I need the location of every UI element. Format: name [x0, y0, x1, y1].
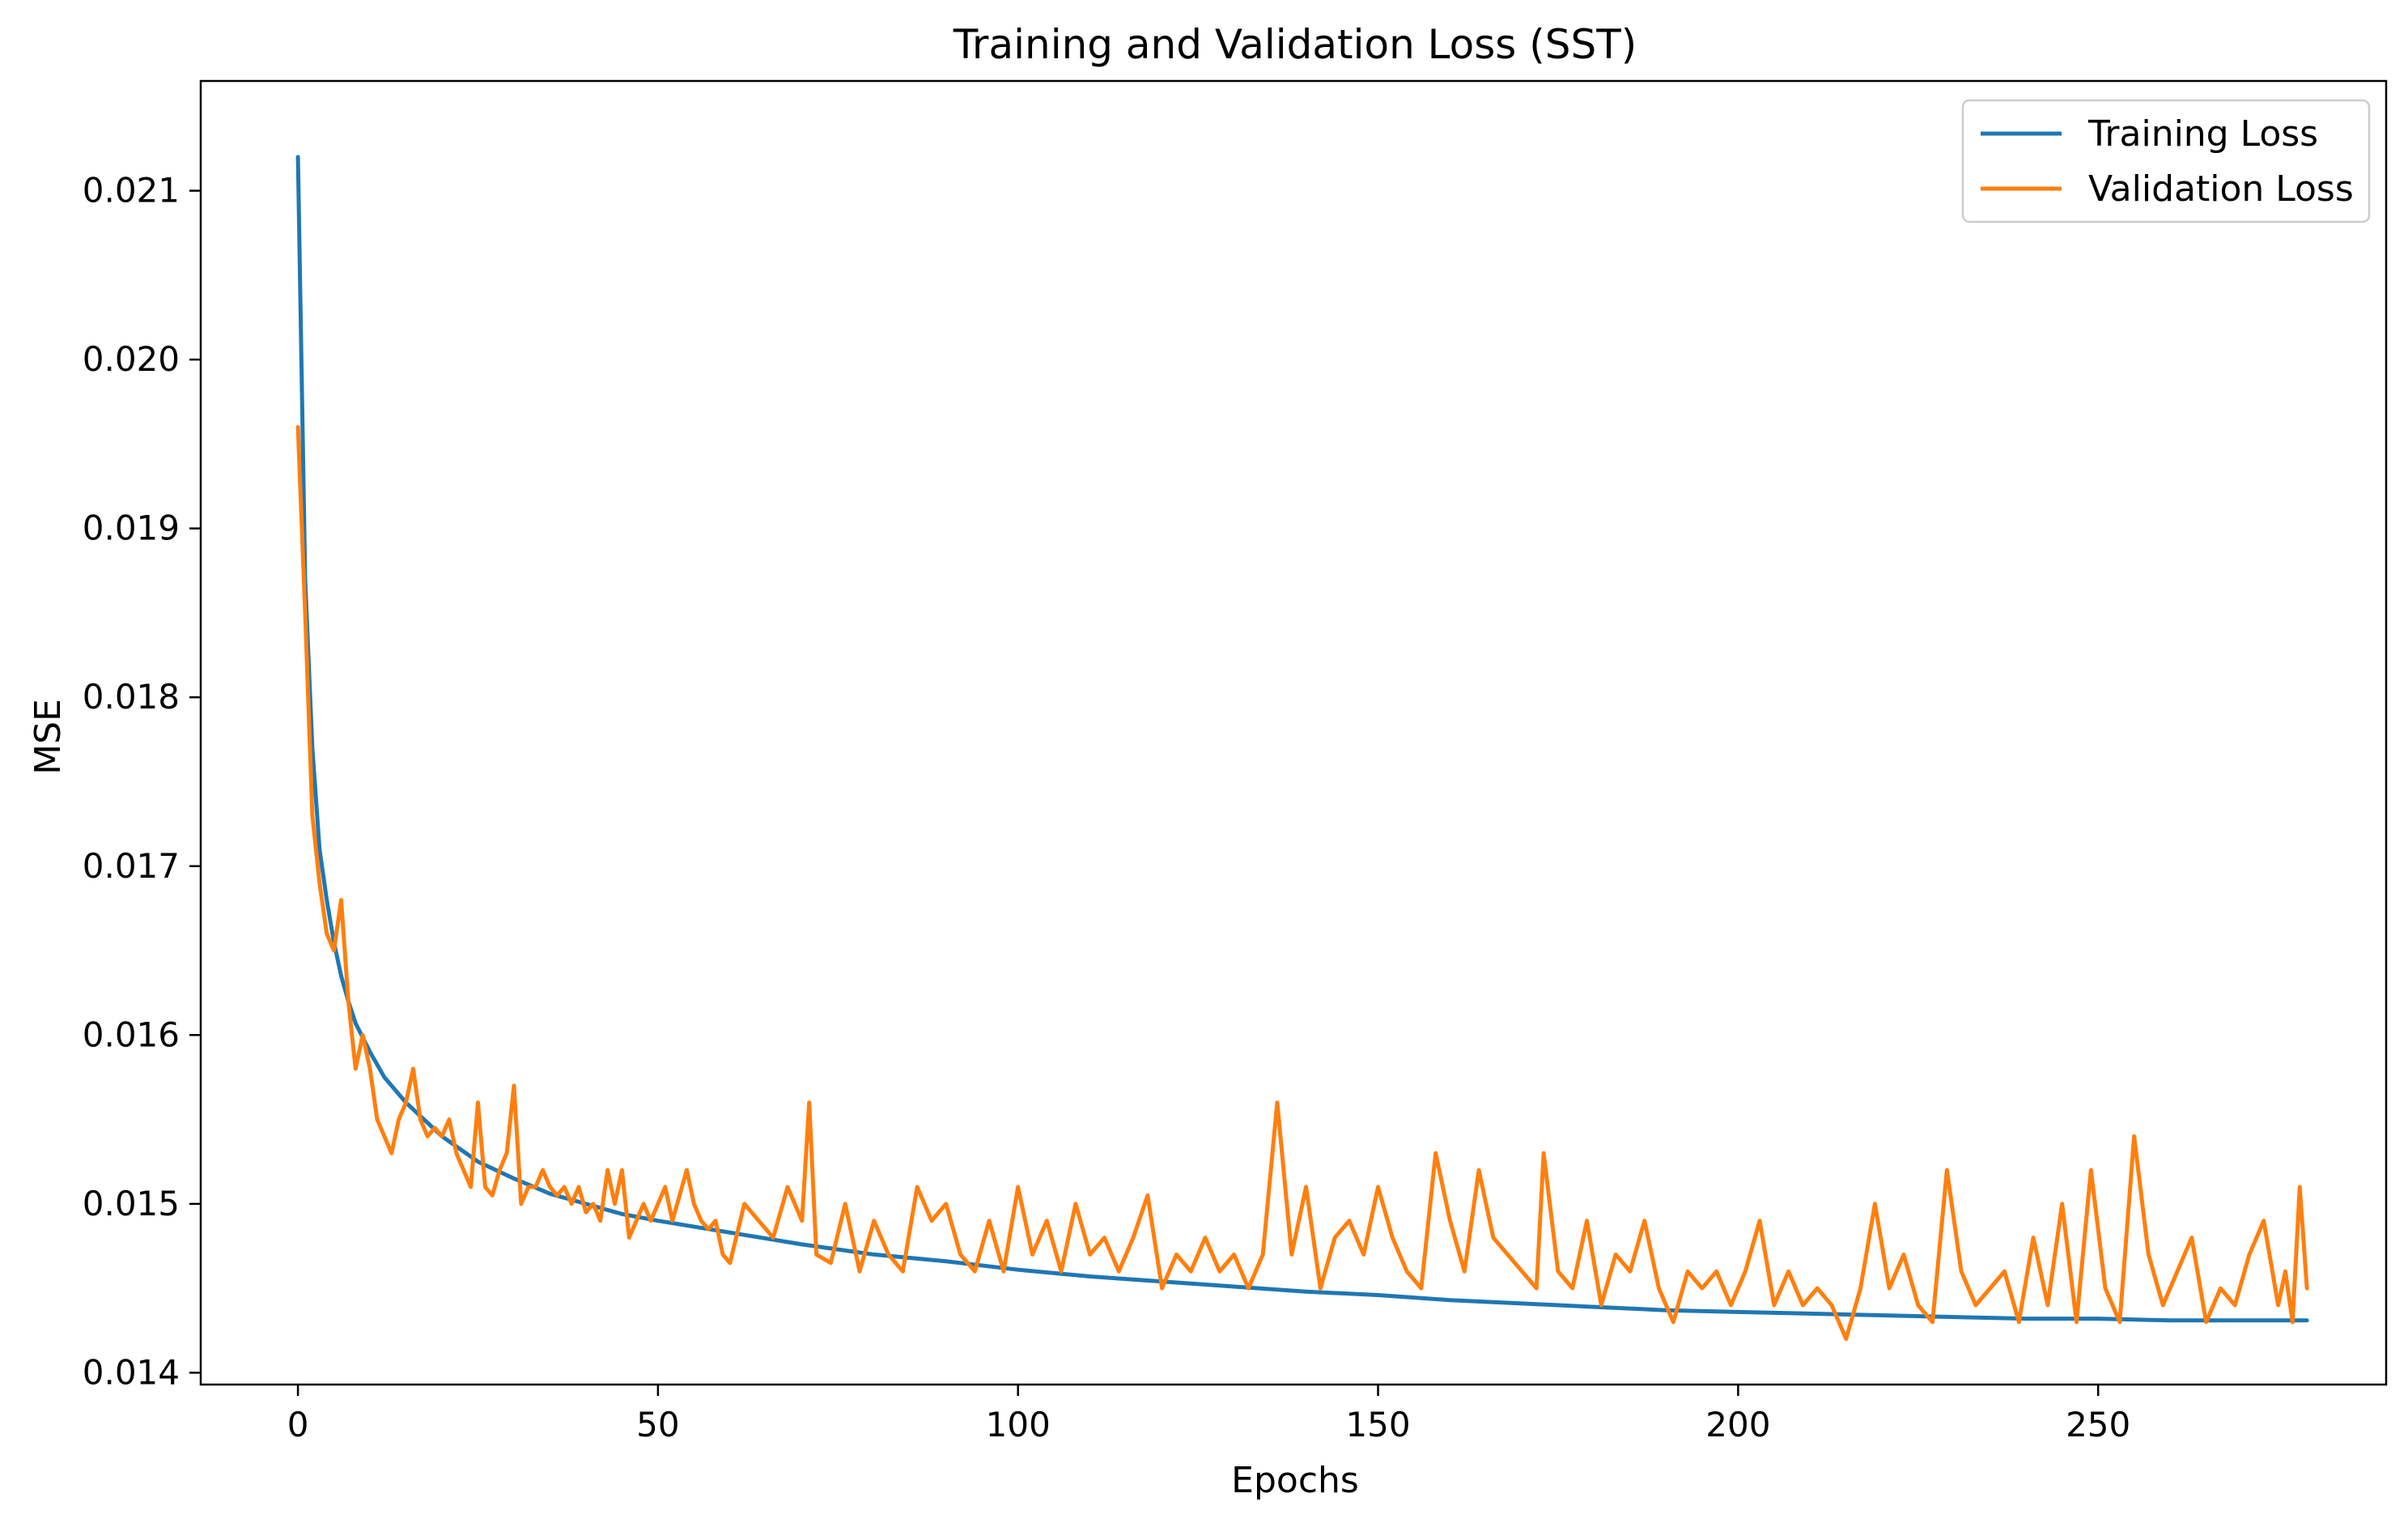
y-tick-label: 0.017	[83, 846, 180, 886]
y-tick-label: 0.019	[83, 508, 180, 548]
legend-label-validation-loss: Validation Loss	[2088, 168, 2354, 210]
y-axis-label: MSE	[28, 699, 69, 775]
chart-title: Training and Validation Loss (SST)	[953, 21, 1637, 68]
series-line-validation-loss	[295, 425, 2309, 1342]
y-tick-label: 0.016	[83, 1015, 180, 1054]
x-tick-label: 200	[1705, 1405, 1770, 1444]
y-tick-label: 0.021	[83, 171, 180, 211]
x-tick-label: 0	[287, 1405, 309, 1444]
x-tick-label: 100	[986, 1405, 1051, 1444]
series-lines	[295, 155, 2309, 1342]
legend-frame	[1961, 99, 2371, 223]
legend: Training Loss Validation Loss	[1961, 99, 2371, 223]
y-tick-label: 0.020	[83, 339, 180, 379]
y-tick-label: 0.015	[83, 1184, 180, 1223]
y-tick-label: 0.018	[83, 677, 180, 717]
legend-label-training-loss: Training Loss	[2087, 113, 2318, 155]
x-tick-label: 50	[636, 1405, 679, 1444]
y-axis-ticks: 0.014 0.015 0.016 0.017 0.018 0.019 0.020 0.021	[83, 171, 201, 1392]
plot-frame	[199, 79, 2388, 1386]
y-tick-label: 0.014	[83, 1352, 180, 1392]
x-axis-ticks: 0 50 100 150 200 250	[287, 1385, 2130, 1444]
x-axis-label: Epochs	[1231, 1460, 1359, 1501]
x-tick-label: 250	[2066, 1405, 2130, 1444]
x-tick-label: 150	[1345, 1405, 1410, 1444]
